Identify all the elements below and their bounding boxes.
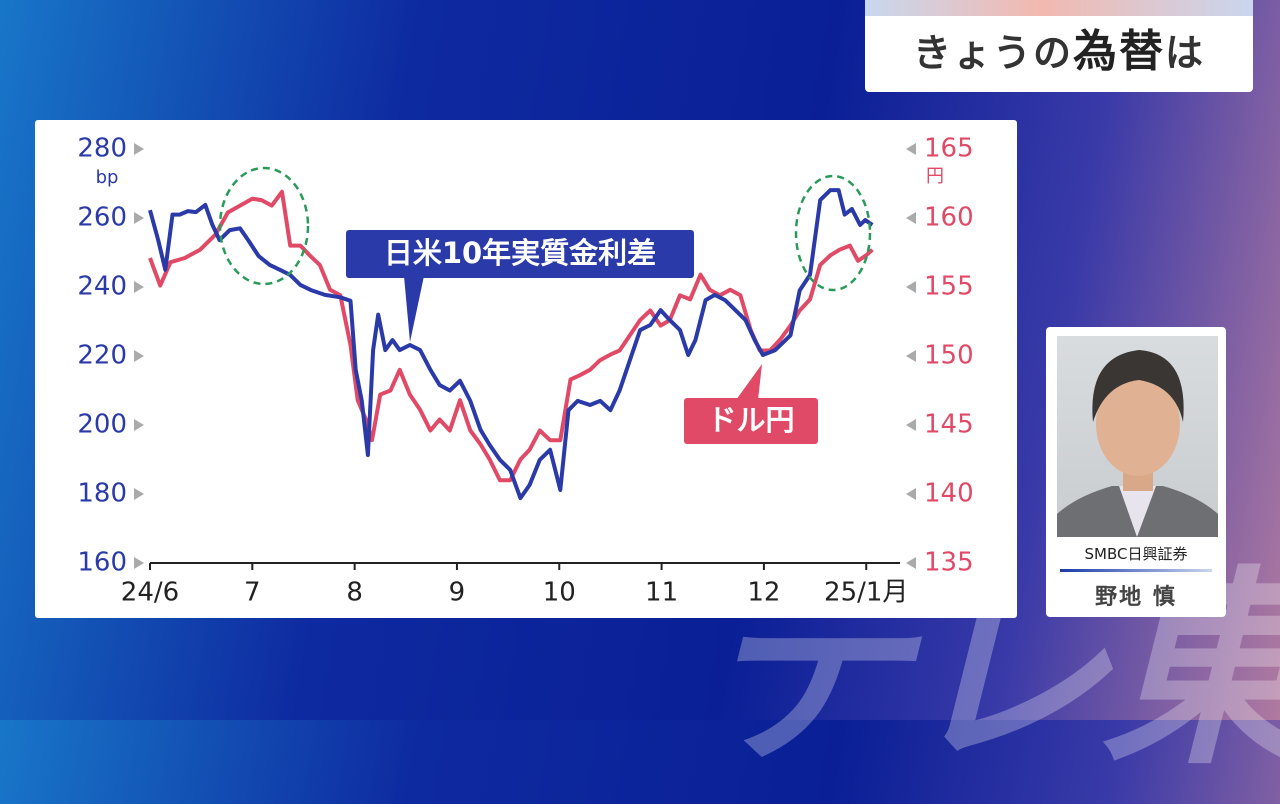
y-tick-label: 240 bbox=[77, 272, 127, 302]
callout-box bbox=[684, 398, 818, 444]
y2-tick-label: 155 bbox=[924, 272, 974, 302]
speaker-photo bbox=[1057, 336, 1218, 537]
x-tick-label: 9 bbox=[449, 578, 466, 608]
y-tick-mark bbox=[134, 488, 144, 500]
y2-tick-label: 145 bbox=[924, 410, 974, 440]
y2-tick-mark bbox=[906, 557, 916, 569]
x-tick-label: 25/1月 bbox=[824, 578, 908, 608]
y2-tick-mark bbox=[906, 281, 916, 293]
header: きょうの為替は bbox=[865, 0, 1253, 92]
y2-tick-label: 165 bbox=[924, 134, 974, 164]
y2-tick-mark bbox=[906, 488, 916, 500]
y2-tick-mark bbox=[906, 143, 916, 155]
chart: bp 円 160 180 200 220 240 260 280 135 140 145 150 15… bbox=[77, 134, 973, 608]
speaker-organization: SMBC日興証券 bbox=[1084, 545, 1188, 563]
y-tick-label: 180 bbox=[77, 479, 127, 509]
y2-tick-mark bbox=[906, 350, 916, 362]
hair bbox=[1092, 350, 1184, 422]
y-tick-mark bbox=[134, 281, 144, 293]
y2-tick-label: 135 bbox=[924, 548, 974, 578]
header-band bbox=[865, 0, 1253, 16]
y-tick-mark bbox=[134, 143, 144, 155]
y2-tick-label: 140 bbox=[924, 479, 974, 509]
y-tick-mark bbox=[134, 419, 144, 431]
screen: {"header": {"title": ["きょうの", "為替", "は"]… bbox=[0, 0, 1280, 720]
x-tick-label: 12 bbox=[747, 578, 780, 608]
y-axis-unit: bp bbox=[96, 167, 119, 188]
chart-panel: bp 円 160 180 200 220 240 260 280 135 140 145 150 15… bbox=[35, 120, 1017, 618]
title-part: は bbox=[1165, 31, 1206, 75]
y-tick-label: 260 bbox=[77, 203, 127, 233]
title-part: 為替 bbox=[1073, 26, 1165, 77]
y2-tick-label: 160 bbox=[924, 203, 974, 233]
y2-axis-unit: 円 bbox=[926, 166, 944, 187]
x-tick-label: 10 bbox=[543, 578, 576, 608]
y-tick-mark bbox=[134, 350, 144, 362]
callout-pointer bbox=[736, 364, 762, 400]
y-tick-label: 200 bbox=[77, 410, 127, 440]
header-title: きょうの為替は bbox=[865, 16, 1253, 89]
y-tick-label: 280 bbox=[77, 134, 127, 164]
highlight-circle bbox=[794, 174, 872, 292]
y-tick-label: 160 bbox=[77, 548, 127, 578]
shirt bbox=[1119, 486, 1156, 537]
y-tick-label: 220 bbox=[77, 341, 127, 371]
x-tick-label: 7 bbox=[244, 578, 261, 608]
data-line bbox=[148, 188, 874, 501]
face bbox=[1096, 372, 1180, 476]
y-tick-mark bbox=[134, 212, 144, 224]
series-label: 日米10年実質金利差 bbox=[384, 236, 656, 270]
x-tick-label: 8 bbox=[346, 578, 363, 608]
x-tick-label: 24/6 bbox=[121, 578, 179, 608]
y2-tick-mark bbox=[906, 419, 916, 431]
title-part: きょうの bbox=[912, 31, 1073, 75]
y2-tick-mark bbox=[906, 212, 916, 224]
y2-tick-label: 150 bbox=[924, 341, 974, 371]
speaker-name: 野地 慎 bbox=[1095, 585, 1177, 610]
series-label: ドル円 bbox=[707, 403, 794, 437]
divider bbox=[1060, 569, 1212, 572]
speaker-card: SMBC日興証券 野地 慎 bbox=[1046, 327, 1226, 617]
y-tick-mark bbox=[134, 557, 144, 569]
callout-pointer bbox=[404, 276, 424, 342]
callout-box bbox=[346, 230, 694, 278]
highlight-circle bbox=[218, 166, 310, 286]
x-tick-label: 11 bbox=[645, 578, 678, 608]
plot: 160 180 200 220 240 260 280 135 140 145 150 155 160 1… bbox=[77, 134, 973, 608]
portrait bbox=[1057, 350, 1218, 537]
